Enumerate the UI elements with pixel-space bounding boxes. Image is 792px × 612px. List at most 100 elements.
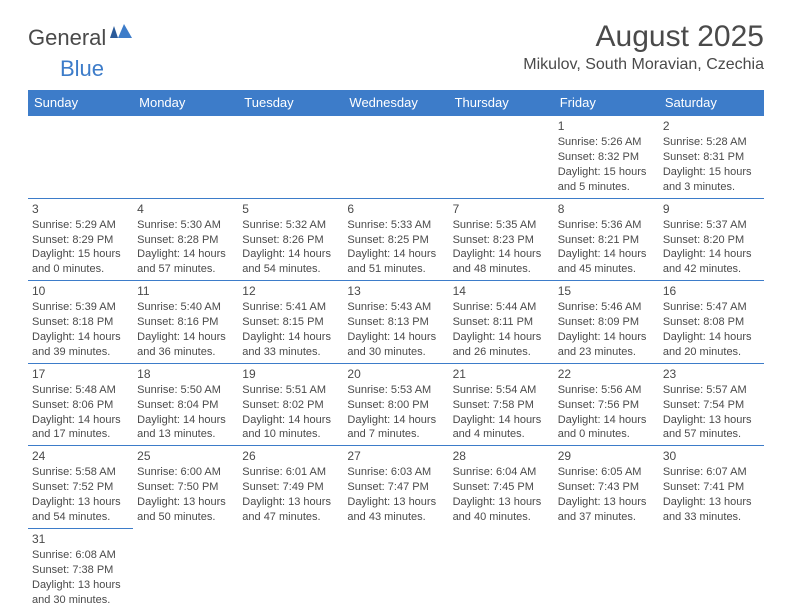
sunrise-line: Sunrise: 5:47 AM [663,300,760,315]
day-number: 3 [32,201,129,217]
day-number: 1 [558,118,655,134]
calendar-cell: 17Sunrise: 5:48 AMSunset: 8:06 PMDayligh… [28,363,133,446]
day-number: 31 [32,531,129,547]
sunrise-line: Sunrise: 5:43 AM [347,300,444,315]
calendar-cell-empty [343,528,448,610]
calendar-cell-empty [238,528,343,610]
calendar-cell-empty [133,116,238,199]
calendar-cell: 22Sunrise: 5:56 AMSunset: 7:56 PMDayligh… [554,363,659,446]
sunset-line: Sunset: 8:32 PM [558,150,655,165]
calendar-cell: 14Sunrise: 5:44 AMSunset: 8:11 PMDayligh… [449,281,554,364]
day-number: 23 [663,366,760,382]
calendar-cell: 4Sunrise: 5:30 AMSunset: 8:28 PMDaylight… [133,198,238,281]
day-number: 6 [347,201,444,217]
sunrise-line: Sunrise: 5:48 AM [32,383,129,398]
logo: General [28,24,134,51]
sunset-line: Sunset: 8:21 PM [558,233,655,248]
sunrise-line: Sunrise: 5:51 AM [242,383,339,398]
calendar-cell: 31Sunrise: 6:08 AMSunset: 7:38 PMDayligh… [28,528,133,610]
sunset-line: Sunset: 8:25 PM [347,233,444,248]
sunset-line: Sunset: 8:04 PM [137,398,234,413]
logo-text-blue: Blue [60,56,104,82]
calendar-row: 1Sunrise: 5:26 AMSunset: 8:32 PMDaylight… [28,116,764,199]
calendar-cell: 18Sunrise: 5:50 AMSunset: 8:04 PMDayligh… [133,363,238,446]
daylight-line: Daylight: 14 hours and 17 minutes. [32,413,129,443]
day-number: 30 [663,448,760,464]
daylight-line: Daylight: 14 hours and 30 minutes. [347,330,444,360]
calendar-cell-empty [449,116,554,199]
sunset-line: Sunset: 8:16 PM [137,315,234,330]
sunset-line: Sunset: 8:28 PM [137,233,234,248]
daylight-line: Daylight: 13 hours and 40 minutes. [453,495,550,525]
day-number: 22 [558,366,655,382]
sunrise-line: Sunrise: 5:26 AM [558,135,655,150]
calendar-cell: 11Sunrise: 5:40 AMSunset: 8:16 PMDayligh… [133,281,238,364]
day-number: 17 [32,366,129,382]
calendar-cell-empty [343,116,448,199]
sunset-line: Sunset: 7:56 PM [558,398,655,413]
calendar-cell: 8Sunrise: 5:36 AMSunset: 8:21 PMDaylight… [554,198,659,281]
calendar-cell: 30Sunrise: 6:07 AMSunset: 7:41 PMDayligh… [659,446,764,529]
sunset-line: Sunset: 8:15 PM [242,315,339,330]
day-number: 5 [242,201,339,217]
calendar-cell: 29Sunrise: 6:05 AMSunset: 7:43 PMDayligh… [554,446,659,529]
sunrise-line: Sunrise: 6:07 AM [663,465,760,480]
daylight-line: Daylight: 14 hours and 51 minutes. [347,247,444,277]
daylight-line: Daylight: 13 hours and 30 minutes. [32,578,129,608]
calendar-row: 24Sunrise: 5:58 AMSunset: 7:52 PMDayligh… [28,446,764,529]
sunset-line: Sunset: 7:43 PM [558,480,655,495]
daylight-line: Daylight: 14 hours and 10 minutes. [242,413,339,443]
day-number: 29 [558,448,655,464]
day-header: Thursday [449,90,554,116]
calendar-cell: 9Sunrise: 5:37 AMSunset: 8:20 PMDaylight… [659,198,764,281]
day-header: Tuesday [238,90,343,116]
day-number: 11 [137,283,234,299]
calendar-cell-empty [449,528,554,610]
sunset-line: Sunset: 8:09 PM [558,315,655,330]
day-number: 25 [137,448,234,464]
sunset-line: Sunset: 8:31 PM [663,150,760,165]
sunset-line: Sunset: 7:50 PM [137,480,234,495]
sunrise-line: Sunrise: 5:28 AM [663,135,760,150]
calendar-cell: 3Sunrise: 5:29 AMSunset: 8:29 PMDaylight… [28,198,133,281]
sunrise-line: Sunrise: 6:00 AM [137,465,234,480]
sunset-line: Sunset: 8:29 PM [32,233,129,248]
day-number: 2 [663,118,760,134]
sunset-line: Sunset: 7:41 PM [663,480,760,495]
daylight-line: Daylight: 14 hours and 20 minutes. [663,330,760,360]
calendar-body: 1Sunrise: 5:26 AMSunset: 8:32 PM Daylight… [28,116,764,611]
calendar-cell-empty [238,116,343,199]
sunset-line: Sunset: 7:47 PM [347,480,444,495]
calendar-cell: 16Sunrise: 5:47 AMSunset: 8:08 PMDayligh… [659,281,764,364]
day-number: 21 [453,366,550,382]
sunrise-line: Sunrise: 5:58 AM [32,465,129,480]
day-number: 26 [242,448,339,464]
calendar-cell: 20Sunrise: 5:53 AMSunset: 8:00 PMDayligh… [343,363,448,446]
sunrise-line: Sunrise: 5:54 AM [453,383,550,398]
calendar-cell: 10Sunrise: 5:39 AMSunset: 8:18 PMDayligh… [28,281,133,364]
calendar-cell-empty [133,528,238,610]
sunrise-line: Sunrise: 5:30 AM [137,218,234,233]
sunset-line: Sunset: 8:06 PM [32,398,129,413]
daylight-line: Daylight: 13 hours and 43 minutes. [347,495,444,525]
month-title: August 2025 [523,20,764,54]
sunrise-line: Sunrise: 5:35 AM [453,218,550,233]
day-number: 19 [242,366,339,382]
daylight-line: Daylight: 13 hours and 37 minutes. [558,495,655,525]
day-number: 7 [453,201,550,217]
day-header-row: SundayMondayTuesdayWednesdayThursdayFrid… [28,90,764,116]
daylight-line: Daylight: 13 hours and 47 minutes. [242,495,339,525]
calendar-cell-empty [659,528,764,610]
sunset-line: Sunset: 7:52 PM [32,480,129,495]
day-header: Wednesday [343,90,448,116]
sunrise-line: Sunrise: 6:03 AM [347,465,444,480]
sunset-line: Sunset: 7:38 PM [32,563,129,578]
sunrise-line: Sunrise: 5:46 AM [558,300,655,315]
calendar-cell: 2Sunrise: 5:28 AMSunset: 8:31 PMDaylight… [659,116,764,199]
day-number: 9 [663,201,760,217]
day-number: 12 [242,283,339,299]
sunset-line: Sunset: 8:02 PM [242,398,339,413]
calendar-cell: 28Sunrise: 6:04 AMSunset: 7:45 PMDayligh… [449,446,554,529]
sunrise-line: Sunrise: 5:56 AM [558,383,655,398]
calendar-head: SundayMondayTuesdayWednesdayThursdayFrid… [28,90,764,116]
